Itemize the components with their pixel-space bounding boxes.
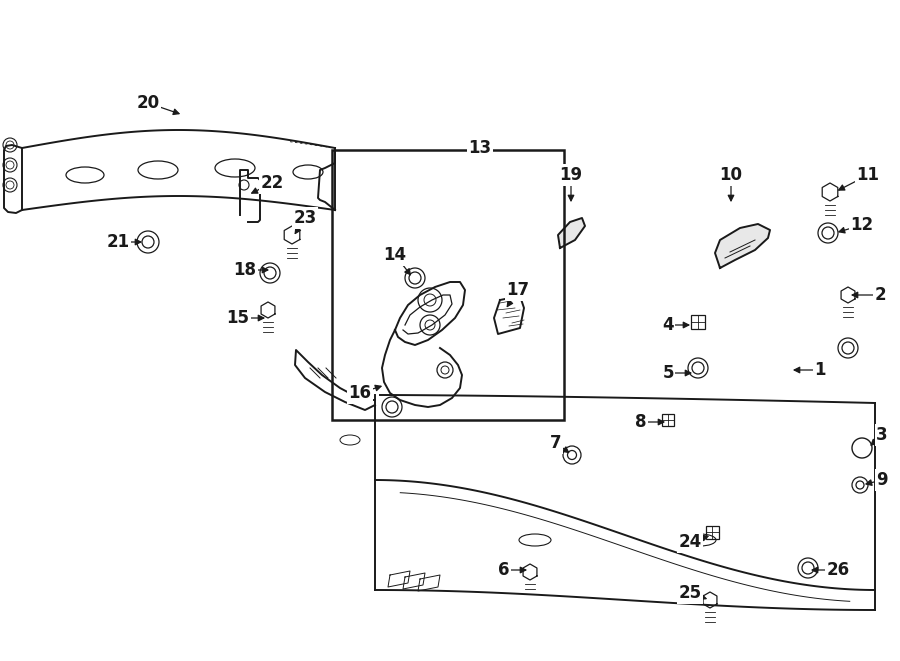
Text: 25: 25: [679, 584, 702, 602]
Polygon shape: [558, 218, 585, 248]
Text: 10: 10: [719, 166, 742, 184]
Text: 24: 24: [679, 533, 702, 551]
Text: 22: 22: [260, 174, 284, 192]
Text: 9: 9: [877, 471, 887, 489]
Text: 4: 4: [662, 316, 674, 334]
Text: 23: 23: [293, 209, 317, 227]
Text: 14: 14: [383, 246, 407, 264]
Text: 7: 7: [550, 434, 562, 452]
Text: 15: 15: [227, 309, 249, 327]
Text: 8: 8: [635, 413, 647, 431]
Text: 5: 5: [662, 364, 674, 382]
Text: 12: 12: [850, 216, 874, 234]
Bar: [691, 315, 705, 329]
Text: 21: 21: [106, 233, 130, 251]
Polygon shape: [715, 224, 770, 268]
Bar: [662, 414, 674, 426]
Text: 17: 17: [507, 281, 529, 299]
Text: 20: 20: [137, 94, 159, 112]
Text: 3: 3: [877, 426, 887, 444]
Bar: [332, 150, 564, 420]
Text: 16: 16: [348, 384, 372, 402]
Text: 1: 1: [814, 361, 826, 379]
Text: 11: 11: [857, 166, 879, 184]
Text: 6: 6: [499, 561, 509, 579]
Bar: [706, 525, 718, 539]
Text: 13: 13: [468, 139, 491, 157]
Text: 19: 19: [560, 166, 582, 184]
Text: 2: 2: [874, 286, 886, 304]
Text: 18: 18: [233, 261, 256, 279]
Text: 26: 26: [826, 561, 850, 579]
